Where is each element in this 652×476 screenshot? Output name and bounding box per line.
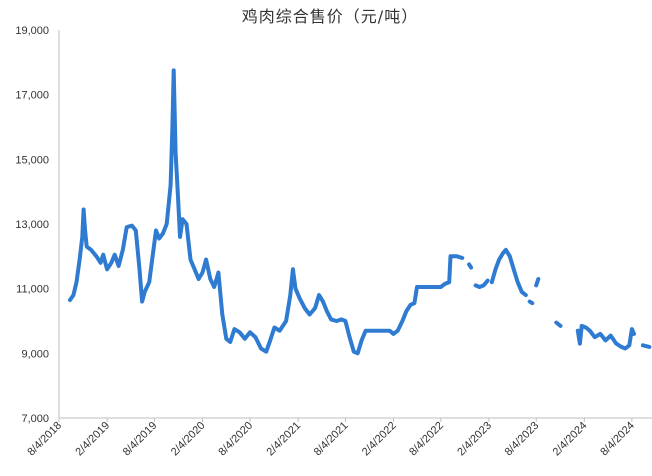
y-tick-label: 19,000 bbox=[15, 25, 49, 37]
series-line-segment bbox=[489, 247, 528, 298]
series-line-segment bbox=[68, 68, 465, 356]
chart-title: 鸡肉综合售价（元/吨） bbox=[242, 7, 418, 26]
x-tick-label: 2/4/2024 bbox=[551, 420, 590, 459]
series-line-segment bbox=[640, 343, 652, 349]
x-tick-label: 2/4/2023 bbox=[455, 420, 494, 459]
y-tick-label: 7,000 bbox=[21, 413, 49, 425]
x-tick-label: 8/4/2022 bbox=[407, 420, 446, 459]
x-tick-label: 8/4/2024 bbox=[598, 420, 637, 459]
series-line-segment bbox=[575, 323, 636, 351]
x-tick-label: 8/4/2018 bbox=[25, 420, 64, 459]
series-line-segment bbox=[554, 320, 563, 328]
series-line-segment bbox=[473, 278, 490, 289]
x-tick-label: 2/4/2022 bbox=[360, 420, 399, 459]
y-tick-label: 17,000 bbox=[15, 90, 49, 102]
series-group bbox=[68, 68, 652, 356]
y-tick-label: 15,000 bbox=[15, 154, 49, 166]
x-tick-label: 2/4/2021 bbox=[264, 420, 303, 459]
series-line-segment bbox=[527, 299, 535, 306]
y-tick-label: 11,000 bbox=[16, 284, 49, 296]
x-tick-label: 2/4/2020 bbox=[169, 420, 208, 459]
series-line-segment bbox=[534, 277, 541, 288]
x-tick-label: 2/4/2019 bbox=[73, 420, 112, 459]
y-tick-label: 13,000 bbox=[15, 219, 49, 231]
series-line-segment bbox=[467, 262, 474, 270]
x-tick-group: 8/4/2018 2/4/2019 8/4/2019 2/4/2020 8/4/2020… bbox=[25, 418, 637, 458]
x-tick-label: 8/4/2020 bbox=[216, 420, 255, 459]
y-tick-label: 9,000 bbox=[21, 348, 49, 360]
x-tick-label: 8/4/2019 bbox=[121, 420, 160, 459]
x-tick-label: 8/4/2021 bbox=[312, 420, 351, 459]
y-tick-group: 7,000 9,000 11,000 13,000 15,000 17,000 19,000 bbox=[15, 25, 49, 425]
x-tick-label: 8/4/2023 bbox=[503, 420, 542, 459]
